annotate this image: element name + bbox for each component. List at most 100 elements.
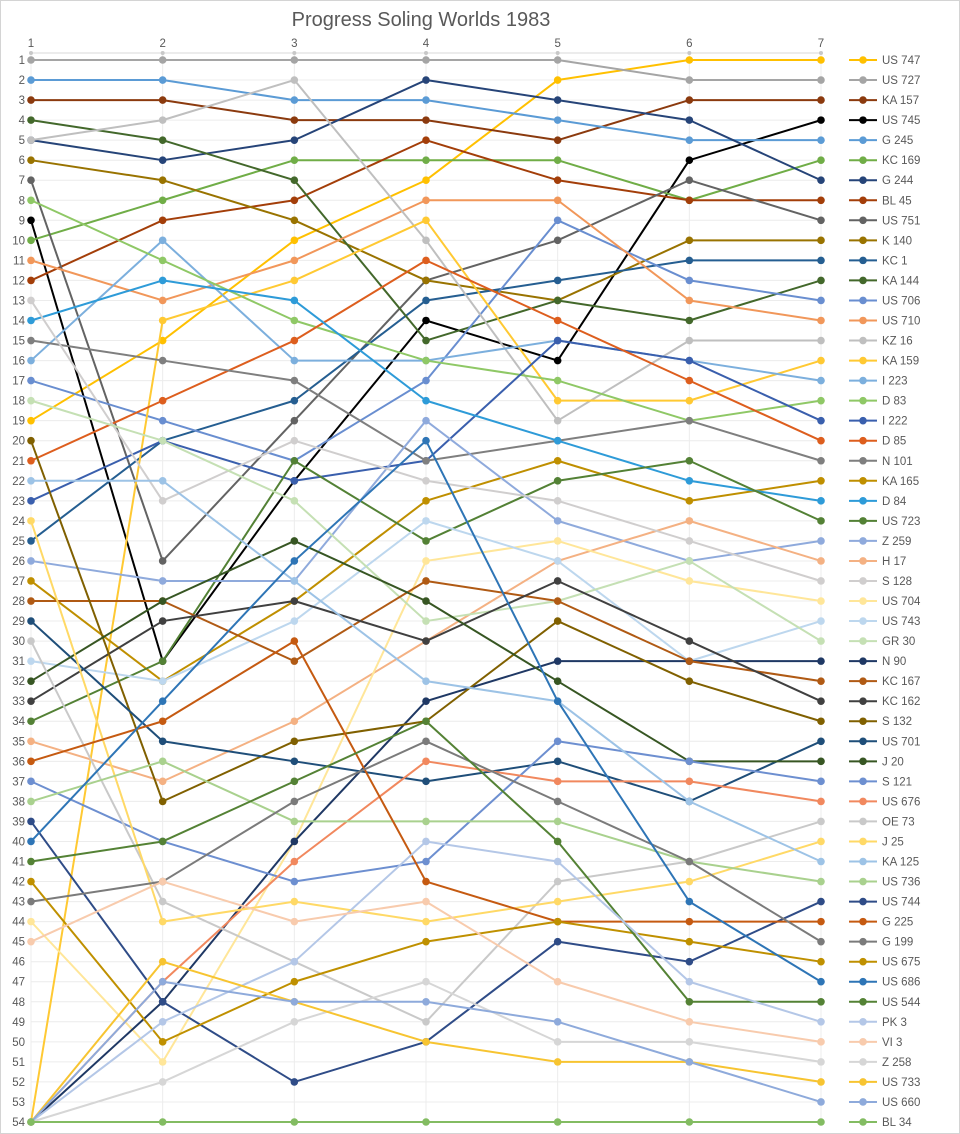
series-marker [422,777,430,786]
series-marker [685,517,694,525]
legend-label: US 676 [882,796,920,808]
series-marker [27,376,35,385]
legend-label: KZ 16 [882,336,913,348]
series-marker [422,56,430,64]
series-marker [553,216,562,225]
series-marker [290,356,299,365]
series-marker [158,1018,167,1026]
series-marker [685,116,694,124]
series-marker [422,216,430,225]
legend-swatch-marker [859,937,867,946]
series-marker [290,96,299,104]
series-marker [27,677,35,685]
series-marker [422,577,430,585]
series-marker [685,777,694,786]
series-marker [422,1118,430,1126]
legend-label: KC 1 [882,255,908,267]
legend-label: H 17 [882,556,906,568]
legend-label: KC 167 [882,676,920,688]
series-marker [817,777,825,786]
series-marker [685,757,694,766]
series-marker [817,176,825,185]
legend-label: KC 169 [882,155,920,167]
series-marker [685,497,694,505]
series-marker [685,256,694,265]
series-marker [553,597,562,605]
series-marker [685,937,694,946]
legend-swatch-marker [859,657,867,665]
series-marker [553,517,562,525]
series-marker [553,136,562,144]
series-marker [27,236,35,245]
series-marker [422,136,430,144]
legend-swatch-marker [859,837,867,846]
series-marker [422,96,430,104]
y-tick-label: 10 [12,235,25,247]
y-tick-label: 2 [19,75,25,87]
series-marker [27,56,35,64]
series-marker [290,336,299,345]
series-marker [158,657,167,665]
series-marker [817,577,825,585]
series-marker [817,96,825,104]
series-marker [27,176,35,185]
y-tick-label: 30 [12,636,25,648]
series-marker [422,677,430,685]
series-marker [817,697,825,706]
y-tick-label: 13 [12,295,25,307]
series-marker [27,597,35,605]
series-marker [290,256,299,265]
legend-swatch-marker [859,96,867,104]
x-tick-label: 6 [686,38,692,50]
series-marker [158,677,167,685]
legend-swatch-marker [859,176,867,185]
legend-label: US 736 [882,877,920,889]
legend-label: US 727 [882,75,920,87]
series-marker [158,777,167,786]
series-marker [685,316,694,325]
legend-swatch-marker [859,76,867,84]
legend-swatch-marker [859,316,867,325]
series-marker [817,296,825,305]
series-marker [27,196,35,205]
series-marker [422,617,430,625]
y-tick-label: 31 [12,656,25,668]
series-marker [817,597,825,605]
legend-swatch-marker [859,416,867,425]
series-marker [290,396,299,405]
y-tick-label: 7 [19,175,25,187]
legend-swatch-marker [859,136,867,144]
series-marker [158,697,167,706]
series-marker [817,436,825,445]
y-tick-label: 51 [12,1057,25,1069]
series-marker [27,456,35,465]
legend-label: US 745 [882,115,920,127]
series-marker [685,356,694,365]
series-marker [27,657,35,665]
series-marker [290,216,299,225]
series-marker [290,1018,299,1026]
series-marker [685,997,694,1006]
legend-swatch-marker [859,917,867,926]
series-marker [685,156,694,164]
series-marker [158,797,167,806]
series-marker [422,757,430,766]
x-tick-label: 4 [423,38,430,50]
series-marker [553,356,562,365]
series-marker [158,356,167,365]
series-marker [290,657,299,665]
legend-swatch-marker [859,476,867,485]
series-marker [817,817,825,826]
series-marker [422,817,430,826]
series-marker [553,577,562,585]
series-marker [553,977,562,986]
series-marker [158,597,167,605]
legend-swatch-marker [859,356,867,365]
y-tick-label: 24 [12,516,25,528]
series-marker [290,757,299,766]
y-tick-label: 47 [12,977,25,989]
series-marker [817,717,825,726]
series-marker [817,737,825,746]
series-marker [158,216,167,225]
